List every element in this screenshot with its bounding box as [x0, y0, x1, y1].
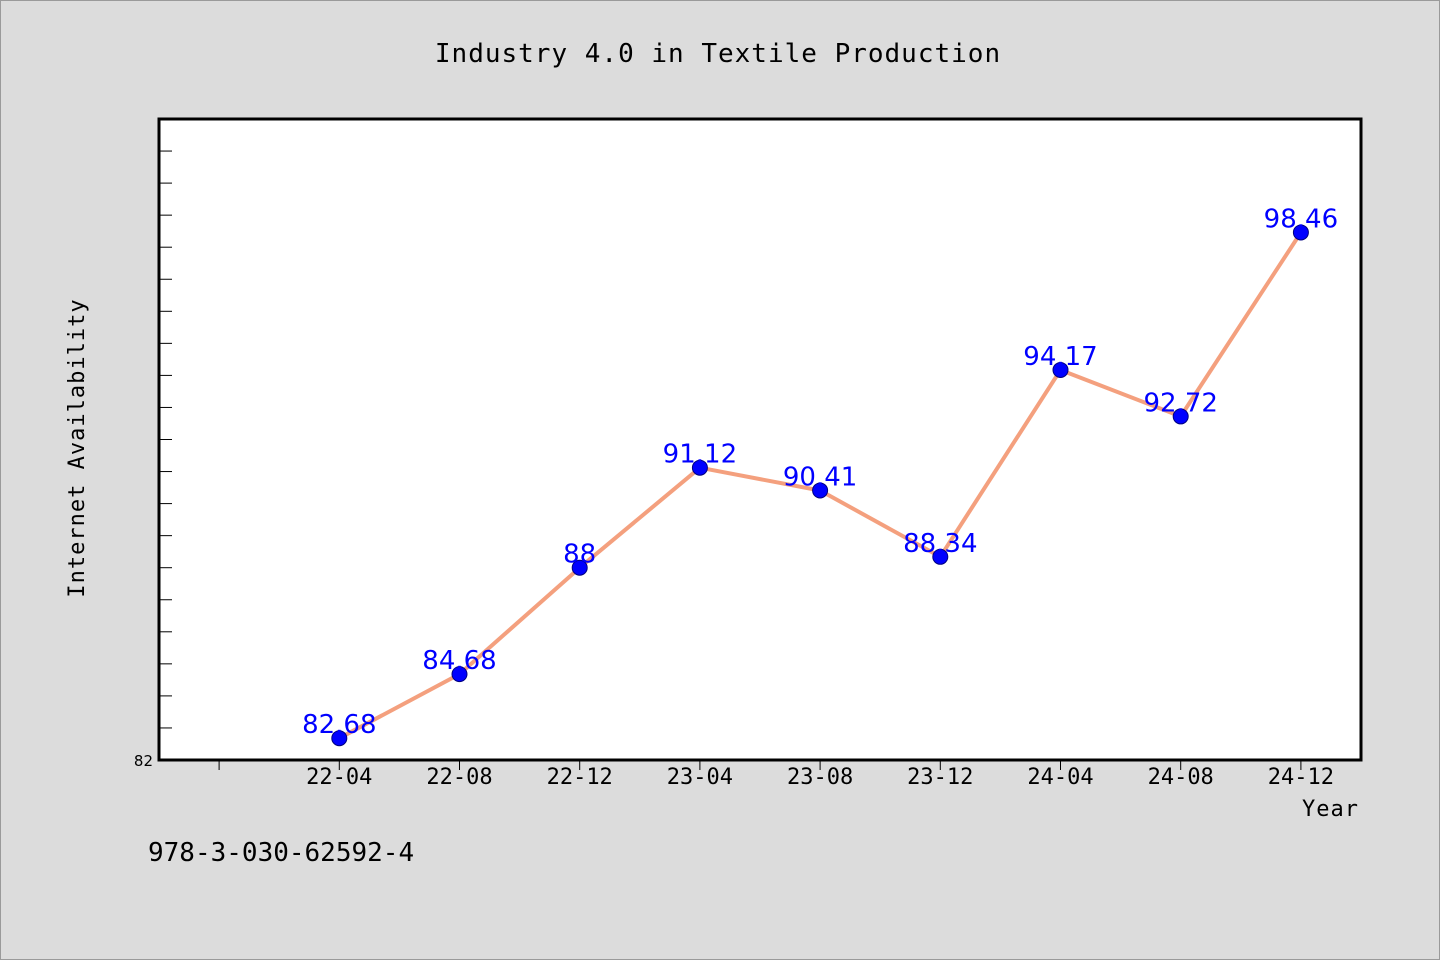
data-point [1052, 361, 1069, 378]
data-point [932, 548, 949, 565]
x-tick-label: 24-04 [1027, 765, 1093, 790]
x-tick-label: 24-12 [1268, 765, 1334, 790]
x-tick-label: 23-04 [667, 765, 733, 790]
data-point [571, 559, 588, 576]
data-point [451, 666, 468, 683]
data-label: 92.72 [1143, 388, 1217, 418]
x-axis-ticks [218, 760, 1302, 770]
x-tick-label: 22-12 [547, 765, 613, 790]
data-point [1172, 408, 1189, 425]
x-axis-title: Year [1302, 797, 1359, 822]
chart-title: Industry 4.0 in Textile Production [435, 39, 1001, 69]
y-tick-label-min: 82 [134, 752, 153, 770]
data-point [1292, 224, 1309, 241]
data-label: 90.41 [783, 462, 857, 492]
data-point [331, 730, 348, 747]
y-axis-ticks [159, 150, 172, 729]
data-point [812, 482, 829, 499]
x-tick-label: 24-08 [1148, 765, 1214, 790]
data-markers [331, 224, 1309, 747]
plot-area [157, 117, 1363, 762]
x-tick-label: 23-08 [787, 765, 853, 790]
data-label: 84.68 [422, 646, 496, 676]
data-label: 88 [563, 540, 596, 570]
x-axis-tick-labels: 22-04 22-08 22-12 23-04 23-08 23-12 24-04 24-08… [306, 765, 1334, 790]
data-label: 94.17 [1023, 342, 1097, 372]
x-tick-label: 22-08 [426, 765, 492, 790]
data-label: 98.46 [1264, 204, 1338, 234]
footnote-isbn: 978-3-030-62592-4 [148, 838, 414, 868]
data-labels: 82.68 84.68 88 91.12 90.41 88.34 94.17 92.72 98.… [302, 204, 1338, 740]
x-tick-label: 22-04 [306, 765, 372, 790]
data-label: 82.68 [302, 710, 376, 740]
data-label: 88.34 [903, 529, 977, 559]
y-axis-title: Internet Availability [65, 298, 90, 597]
x-tick-label: 23-12 [907, 765, 973, 790]
data-point [691, 459, 708, 476]
data-label: 91.12 [663, 440, 737, 470]
